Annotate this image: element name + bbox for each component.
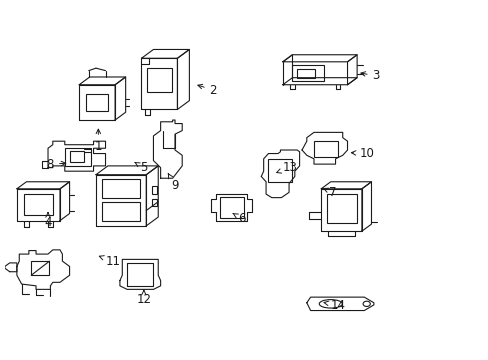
Text: 4: 4 [44,213,52,229]
Bar [64,148,91,166]
Bar [152,199,157,207]
Bar [313,141,337,157]
Text: 9: 9 [168,174,179,192]
Bar [219,197,243,218]
Bar [152,186,157,194]
Text: 10: 10 [351,147,373,160]
Text: 12: 12 [136,290,151,306]
Bar [267,159,292,182]
Bar [326,194,356,224]
Bar [297,68,315,78]
Text: 11: 11 [99,255,120,267]
Text: 14: 14 [324,299,345,312]
Text: 6: 6 [233,212,245,225]
Bar [24,194,53,215]
Text: 13: 13 [276,161,297,174]
Text: 1: 1 [94,129,102,153]
Bar [102,202,140,221]
Bar [69,151,84,162]
Text: 8: 8 [47,158,65,171]
Bar [292,65,323,81]
Bar [102,179,140,198]
Text: 3: 3 [360,69,379,82]
Bar [147,68,172,92]
Text: 7: 7 [323,186,336,199]
Text: 5: 5 [135,161,147,174]
Bar [31,261,49,275]
Bar [86,94,108,111]
Text: 2: 2 [198,84,217,96]
